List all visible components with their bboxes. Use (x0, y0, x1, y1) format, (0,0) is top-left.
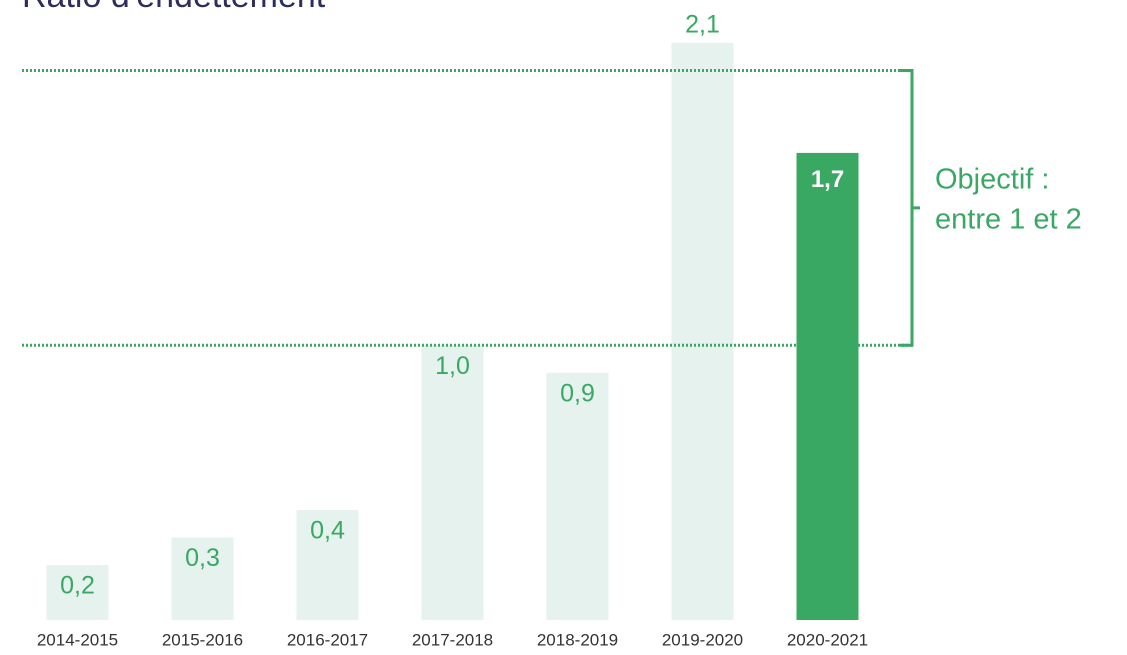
bar (796, 152, 859, 620)
data-label: 0,4 (310, 517, 345, 545)
x-tick-label: 2016-2017 (287, 630, 368, 649)
x-tick-label: 2020-2021 (787, 630, 868, 649)
data-label: 0,9 (560, 379, 595, 407)
data-label: 0,3 (185, 544, 220, 572)
bar (171, 537, 234, 620)
bar (296, 510, 359, 620)
data-label: 2,1 (685, 11, 720, 39)
x-tick-label: 2017-2018 (412, 630, 493, 649)
data-label: 0,2 (60, 572, 95, 600)
annotation: entre 1 et 2 (935, 204, 1082, 236)
x-tick-label: 2014-2015 (37, 630, 118, 649)
x-tick-label: 2019-2020 (662, 630, 743, 649)
bar (671, 43, 734, 620)
bracket (900, 68, 920, 347)
x-tick-label: 2018-2019 (537, 630, 618, 649)
bar (546, 372, 609, 620)
bar (421, 345, 484, 620)
data-label: 1,0 (435, 352, 470, 380)
data-label: 1,7 (811, 166, 844, 193)
annotation: Objectif : (935, 164, 1049, 196)
bar (46, 565, 109, 620)
chart-title: Ratio d'endettement (22, 0, 326, 15)
x-tick-label: 2015-2016 (162, 630, 243, 649)
